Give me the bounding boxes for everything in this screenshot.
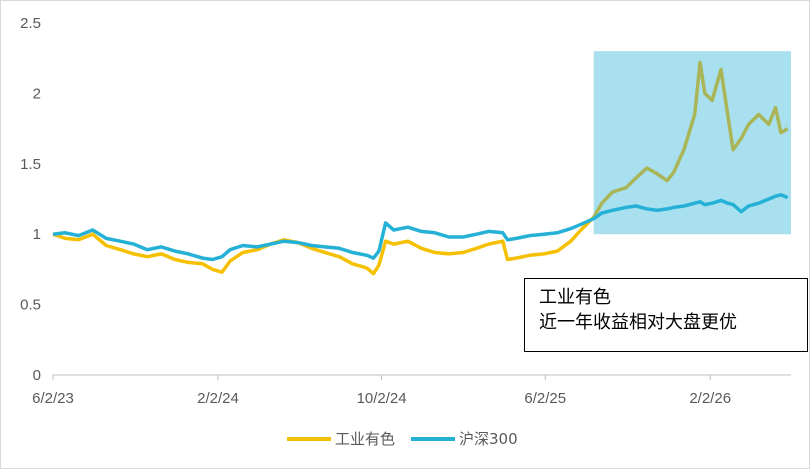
- x-tick-label: 10/2/24: [357, 390, 407, 407]
- legend-label-1: 沪深300: [459, 430, 518, 448]
- legend: 工业有色 沪深300: [287, 430, 518, 448]
- y-axis: 0 0.5 1 1.5 2 2.5: [20, 15, 41, 384]
- series-line-0: [52, 216, 595, 276]
- x-axis: 6/2/23 2/2/24 10/2/24 6/2/25 2/2/26: [32, 375, 731, 407]
- annotation-line-1: 工业有色: [539, 287, 611, 308]
- x-tick-label: 2/2/26: [689, 390, 731, 407]
- x-tick-label: 2/2/24: [197, 390, 239, 407]
- y-tick-label: 1: [33, 226, 41, 243]
- y-tick-label: 0: [33, 367, 41, 384]
- y-tick-label: 2.5: [20, 15, 41, 32]
- y-tick-label: 1.5: [20, 156, 41, 173]
- legend-label-0: 工业有色: [335, 430, 395, 448]
- annotation-box: 工业有色 近一年收益相对大盘更优: [524, 278, 808, 352]
- series-line-0-highlighted: [592, 60, 789, 219]
- annotation-line-2: 近一年收益相对大盘更优: [539, 312, 737, 333]
- y-tick-label: 2: [33, 85, 41, 102]
- series-line-1: [52, 193, 789, 262]
- x-tick-label: 6/2/25: [524, 390, 566, 407]
- y-tick-label: 0.5: [20, 297, 41, 314]
- x-tick-label: 6/2/23: [32, 390, 74, 407]
- series-lines: [52, 60, 789, 276]
